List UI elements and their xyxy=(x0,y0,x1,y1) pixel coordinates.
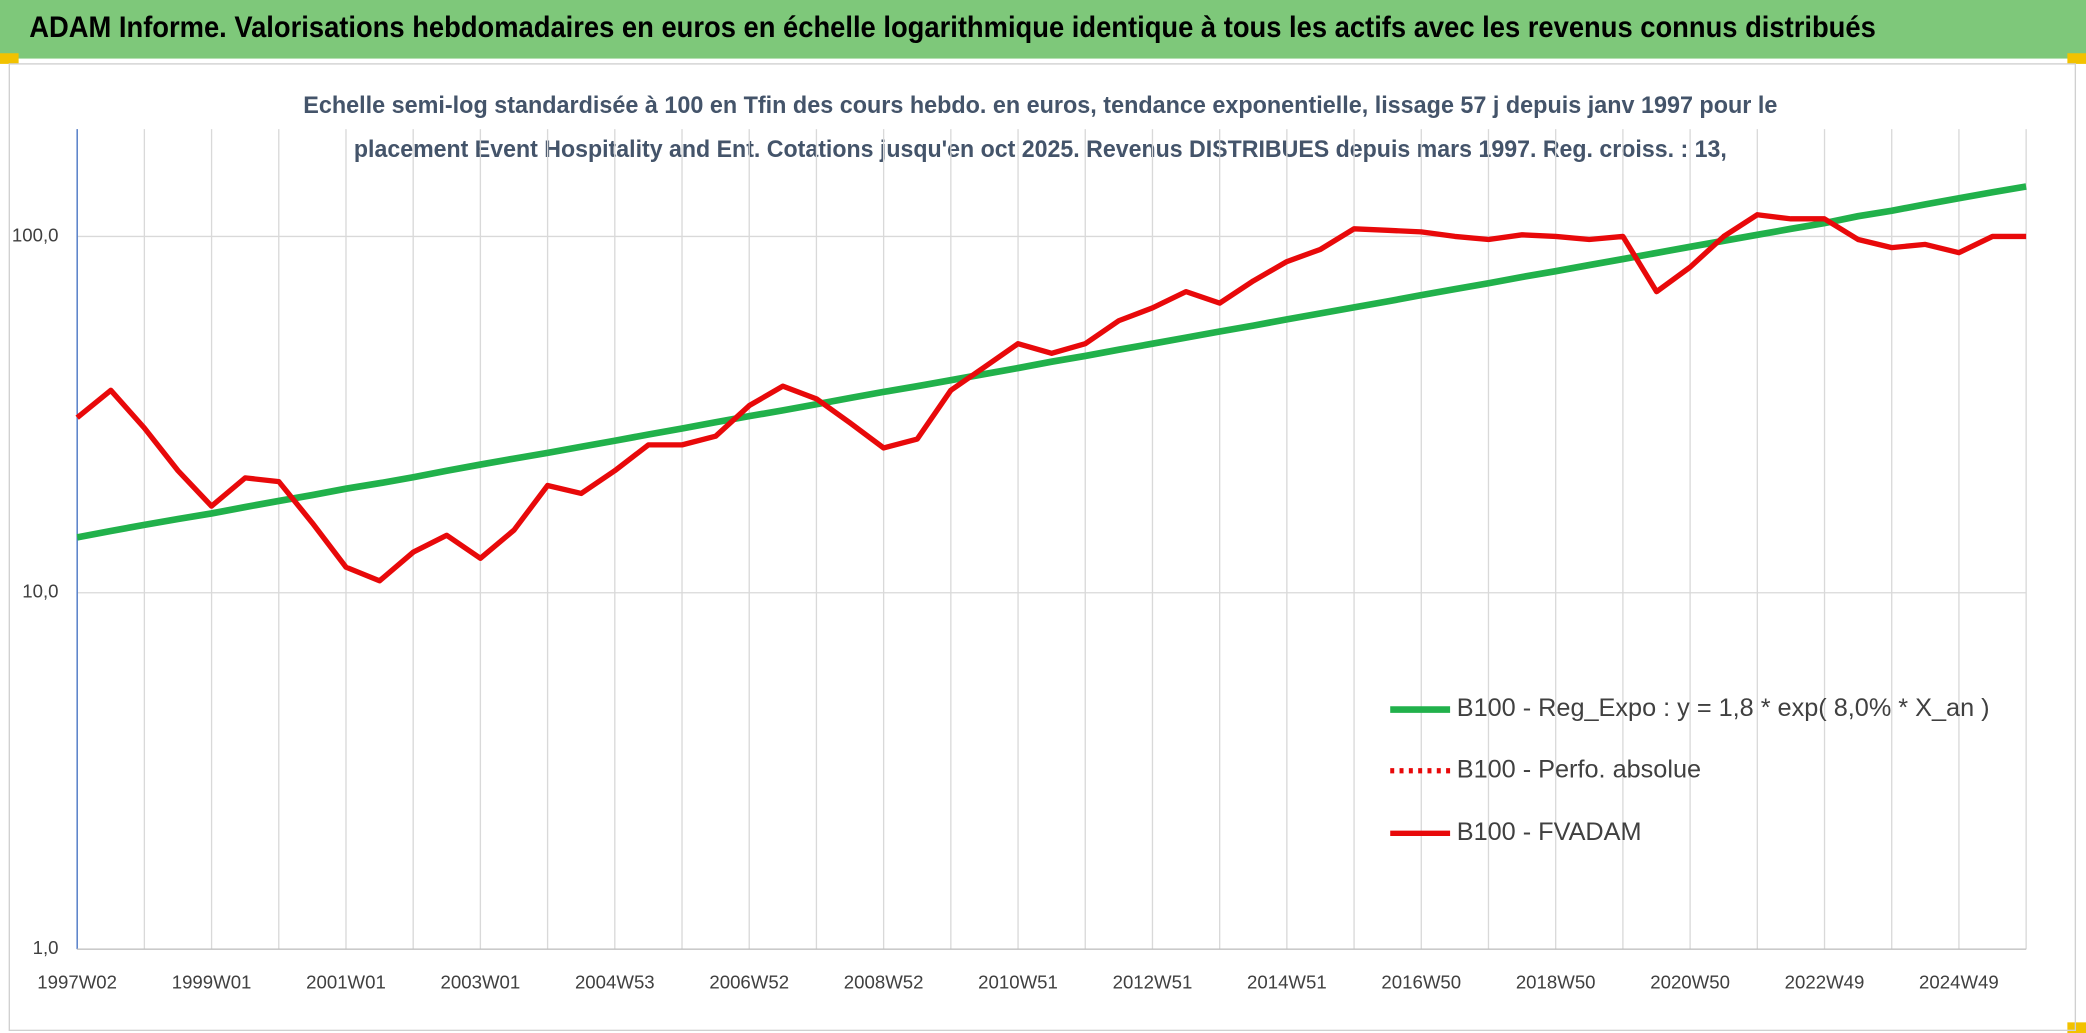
y-tick-label: 1,0 xyxy=(33,937,59,958)
x-tick-label: 2014W51 xyxy=(1247,972,1327,993)
x-tick-label: 2010W51 xyxy=(978,972,1058,993)
corner-mark xyxy=(0,53,19,64)
x-tick-label: 2004W53 xyxy=(575,972,655,993)
series-line xyxy=(75,212,2027,584)
x-tick-label: 2016W50 xyxy=(1381,972,1461,993)
legend-label: B100 - Reg_Expo : y = 1,8 * exp( 8,0% * … xyxy=(1457,694,1990,722)
y-tick-label: 10,0 xyxy=(22,581,58,602)
chart-title: ADAM Informe. Valorisations hebdomadaire… xyxy=(29,12,1876,44)
x-tick-label: 2008W52 xyxy=(844,972,924,993)
chart-subtitle: placement Event Hospitality and Ent. Cot… xyxy=(354,136,1727,163)
x-tick-label: 2018W50 xyxy=(1516,972,1596,993)
x-tick-label: 2022W49 xyxy=(1785,972,1865,993)
x-tick-label: 1999W01 xyxy=(172,972,252,993)
x-tick-label: 2020W50 xyxy=(1650,972,1730,993)
y-tick-label: 100,0 xyxy=(12,224,59,245)
legend-label: B100 - FVADAM xyxy=(1457,818,1642,846)
legend-label: B100 - Perfo. absolue xyxy=(1457,755,1701,783)
x-tick-label: 2001W01 xyxy=(306,972,386,993)
header-bar xyxy=(0,0,2086,59)
x-tick-label: 1997W02 xyxy=(37,972,117,993)
corner-mark xyxy=(2067,53,2086,64)
x-tick-label: 2003W01 xyxy=(441,972,521,993)
x-tick-label: 2012W51 xyxy=(1113,972,1193,993)
series-line xyxy=(76,183,2027,541)
chart-frame xyxy=(8,63,2077,1032)
chart-subtitle: Echelle semi-log standardisée à 100 en T… xyxy=(303,92,1777,119)
x-tick-label: 2024W49 xyxy=(1919,972,1999,993)
x-tick-label: 2006W52 xyxy=(709,972,789,993)
corner-mark xyxy=(2067,1022,2086,1033)
